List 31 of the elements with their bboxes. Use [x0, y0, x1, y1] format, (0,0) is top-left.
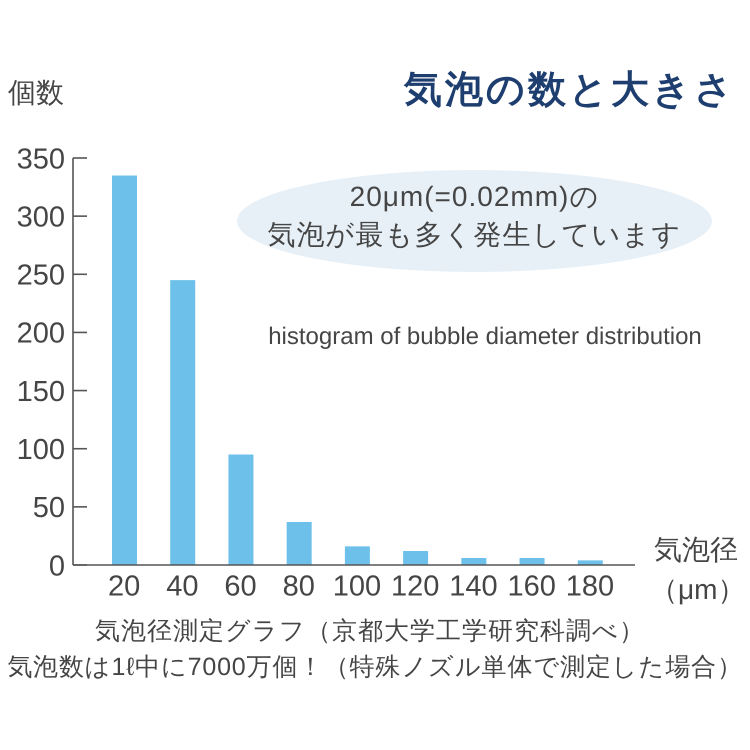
bar	[344, 546, 370, 565]
y-tick-label: 50	[32, 492, 65, 524]
y-axis-title: 個数	[8, 76, 64, 110]
x-tick-label: 120	[391, 570, 440, 603]
x-tick-label: 180	[566, 570, 614, 603]
y-tick-label: 250	[16, 260, 65, 292]
y-tick-label: 150	[16, 376, 65, 408]
text: 気泡径測定グラフ（京都大学工学研究科調べ）	[94, 616, 646, 646]
x-tick-label: 80	[282, 570, 315, 603]
chart-title: 気泡の数と大きさ	[404, 68, 736, 113]
annotation: histogram of bubble diameter distribution	[267, 322, 703, 352]
y-tick-label: 300	[16, 201, 65, 234]
y-tick-label: 100	[16, 434, 65, 466]
y-tick-label: 200	[16, 318, 65, 350]
bar	[228, 454, 254, 565]
y-tick-label: 350	[16, 143, 65, 176]
bar	[286, 522, 312, 565]
x-tick-label: 40	[166, 570, 198, 603]
x-tick-label: 160	[507, 570, 556, 603]
x-tick-label: 60	[224, 570, 257, 603]
y-tick-label: 0	[48, 550, 65, 582]
bar	[112, 175, 137, 565]
x-tick-label: 140	[449, 570, 498, 603]
annotation: 気泡が最も多く発生しています	[266, 218, 682, 252]
text: 気泡数は1ℓ中に7000万個！（特殊ノズル単体で測定した場合）	[6, 652, 744, 682]
x-tick-label: 20	[108, 570, 140, 603]
x-tick-label: 100	[332, 570, 382, 603]
bar	[170, 280, 196, 565]
bar	[403, 551, 428, 565]
x-axis-title: 気泡径（μm）	[650, 533, 746, 607]
annotation: 20μm(=0.02mm)の	[348, 180, 600, 214]
